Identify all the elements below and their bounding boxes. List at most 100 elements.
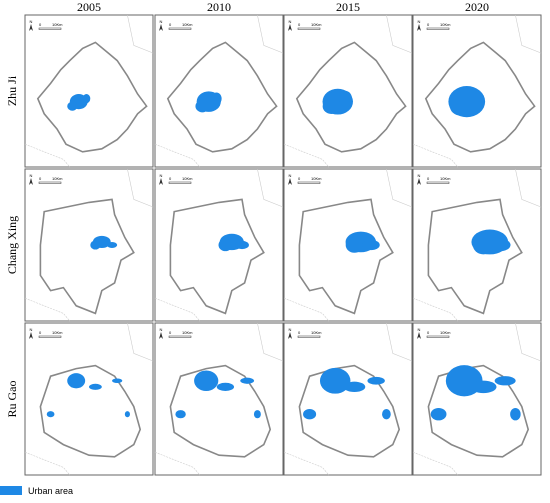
scale-start: 0: [427, 330, 430, 335]
neighbor-border: [515, 168, 542, 208]
map-panel: N 0 10Km: [412, 168, 542, 322]
urban-area: [319, 367, 351, 394]
north-arrow: [417, 24, 421, 31]
urban-area: [218, 238, 233, 252]
north-arrow: [417, 332, 421, 339]
north-label: N: [160, 173, 163, 178]
county-boundary: [39, 364, 142, 458]
north-label: N: [418, 19, 421, 24]
row-label: Zhu Ji: [5, 75, 19, 106]
column-header: 2005: [77, 0, 101, 14]
county-boundary: [36, 41, 148, 153]
neighbor-border: [24, 143, 71, 168]
urban-area: [472, 235, 494, 255]
scale-bar: [426, 181, 450, 184]
urban-area: [175, 410, 186, 419]
urban-area: [430, 407, 447, 421]
scale-end: 10Km: [440, 22, 451, 27]
neighbor-border: [515, 14, 542, 54]
scale-start: 0: [39, 330, 42, 335]
legend-swatch: [0, 486, 22, 495]
scale-bar: [297, 27, 321, 30]
neighbor-border: [515, 322, 542, 362]
scale-start: 0: [427, 176, 430, 181]
scale-start: 0: [427, 22, 430, 27]
neighbor-border: [412, 297, 459, 322]
neighbor-border: [257, 168, 284, 208]
urban-area: [253, 410, 261, 419]
map-panel: N 0 10Km: [24, 322, 154, 476]
north-arrow: [288, 24, 292, 31]
map-panel: N 0 10Km: [283, 322, 413, 476]
urban-area: [510, 407, 521, 421]
north-label: N: [289, 173, 292, 178]
county-boundary: [39, 198, 135, 315]
scale-bar: [297, 335, 321, 338]
scale-bar: [426, 27, 450, 30]
neighbor-border: [24, 451, 71, 476]
urban-area: [89, 383, 102, 390]
scale-start: 0: [169, 330, 172, 335]
scale-end: 10Km: [182, 22, 193, 27]
north-arrow: [159, 178, 163, 185]
north-arrow: [288, 332, 292, 339]
urban-area: [195, 100, 210, 113]
map-panel: N 0 10Km: [412, 14, 542, 168]
scale-start: 0: [298, 22, 301, 27]
neighbor-border: [386, 168, 413, 208]
neighbor-border: [386, 14, 413, 54]
scale-start: 0: [169, 22, 172, 27]
neighbor-border: [257, 322, 284, 362]
north-arrow: [29, 178, 33, 185]
scale-bar: [38, 27, 62, 30]
urban-area: [494, 376, 516, 386]
scale-bar: [426, 335, 450, 338]
column-header: 2015: [336, 0, 360, 14]
neighbor-border: [412, 451, 459, 476]
county-boundary: [298, 198, 394, 315]
neighbor-border: [257, 14, 284, 54]
neighbor-border: [283, 297, 330, 322]
scale-start: 0: [298, 176, 301, 181]
scale-end: 10Km: [311, 176, 322, 181]
urban-area: [489, 238, 511, 252]
neighbor-border: [127, 168, 154, 208]
neighbor-border: [283, 143, 330, 168]
north-label: N: [30, 19, 33, 24]
column-header: 2010: [207, 0, 231, 14]
county-boundary: [169, 364, 272, 458]
north-arrow: [159, 24, 163, 31]
north-arrow: [159, 332, 163, 339]
map-panel: N 0 10Km: [154, 14, 284, 168]
north-arrow: [288, 178, 292, 185]
north-label: N: [30, 327, 33, 332]
scale-end: 10Km: [311, 22, 322, 27]
neighbor-border: [386, 322, 413, 362]
scale-end: 10Km: [440, 330, 451, 335]
scale-bar: [168, 181, 192, 184]
county-boundary: [166, 41, 278, 153]
scale-end: 10Km: [52, 330, 63, 335]
urban-area: [124, 411, 130, 418]
urban-area: [449, 96, 471, 116]
urban-area: [240, 377, 255, 384]
map-panel: N 0 10Km: [283, 168, 413, 322]
map-panel: N 0 10Km: [154, 168, 284, 322]
urban-area: [466, 89, 483, 108]
scale-bar: [168, 27, 192, 30]
urban-area: [470, 380, 497, 394]
north-arrow: [29, 24, 33, 31]
urban-area: [194, 370, 219, 392]
map-panel: N 0 10Km: [154, 322, 284, 476]
column-header: 2020: [465, 0, 489, 14]
scale-end: 10Km: [311, 330, 322, 335]
north-arrow: [29, 332, 33, 339]
neighbor-border: [283, 451, 330, 476]
scale-start: 0: [39, 22, 42, 27]
neighbor-border: [154, 297, 201, 322]
urban-area: [382, 409, 391, 420]
urban-area: [112, 378, 123, 384]
row-label: Chang Xing: [5, 216, 19, 274]
county-boundary: [169, 198, 265, 315]
